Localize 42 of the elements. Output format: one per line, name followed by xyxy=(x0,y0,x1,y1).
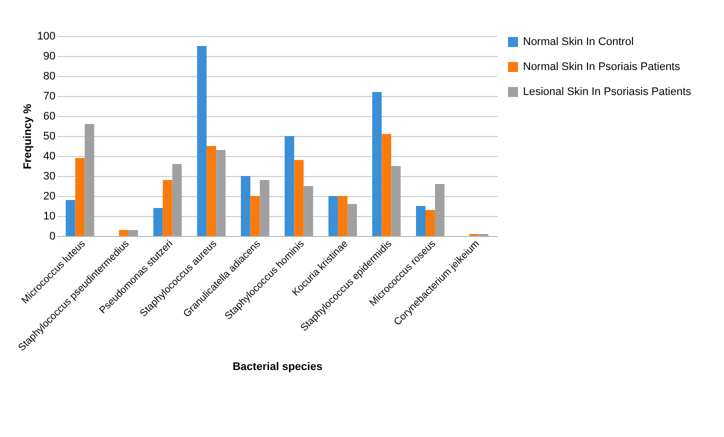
y-tick-label: 80 xyxy=(43,70,56,82)
x-axis-title: Bacterial species xyxy=(232,360,322,373)
bar xyxy=(425,210,435,236)
bar xyxy=(338,196,348,236)
bar xyxy=(172,164,182,236)
bar xyxy=(206,146,216,236)
bar xyxy=(391,166,401,236)
legend-label: Normal Skin In Psoriais Patients xyxy=(523,61,681,73)
legend-label: Lesional Skin In Psoriasis Patients xyxy=(523,86,692,98)
bar xyxy=(75,158,85,236)
y-tick-label: 40 xyxy=(43,150,56,162)
bar xyxy=(328,196,338,236)
y-tick-label: 100 xyxy=(37,30,56,42)
y-tick-label: 70 xyxy=(43,90,56,102)
y-axis-title: Frequincy % xyxy=(22,104,34,170)
y-tick-label: 10 xyxy=(43,210,56,222)
y-tick-label: 20 xyxy=(43,190,56,202)
y-tick-label: 90 xyxy=(43,50,56,62)
bar xyxy=(240,176,250,236)
bar xyxy=(84,124,94,236)
y-tick-label: 50 xyxy=(43,130,56,142)
bar xyxy=(66,200,76,236)
y-tick-label: 60 xyxy=(43,110,56,122)
bar xyxy=(416,206,426,236)
legend-label: Normal Skin In Control xyxy=(523,36,634,48)
bar xyxy=(372,92,382,236)
bar xyxy=(250,196,260,236)
bar xyxy=(347,204,357,236)
bar xyxy=(128,230,138,236)
bar xyxy=(294,160,304,236)
y-tick-label: 30 xyxy=(43,170,56,182)
bar xyxy=(197,46,207,236)
y-tick-label: 0 xyxy=(49,230,56,242)
bar xyxy=(216,150,226,236)
bar xyxy=(162,180,172,236)
bar xyxy=(284,136,294,236)
bar xyxy=(119,230,129,236)
bar xyxy=(382,134,392,236)
bar xyxy=(260,180,270,236)
bar xyxy=(434,184,444,236)
bar xyxy=(304,186,314,236)
bar xyxy=(153,208,163,236)
